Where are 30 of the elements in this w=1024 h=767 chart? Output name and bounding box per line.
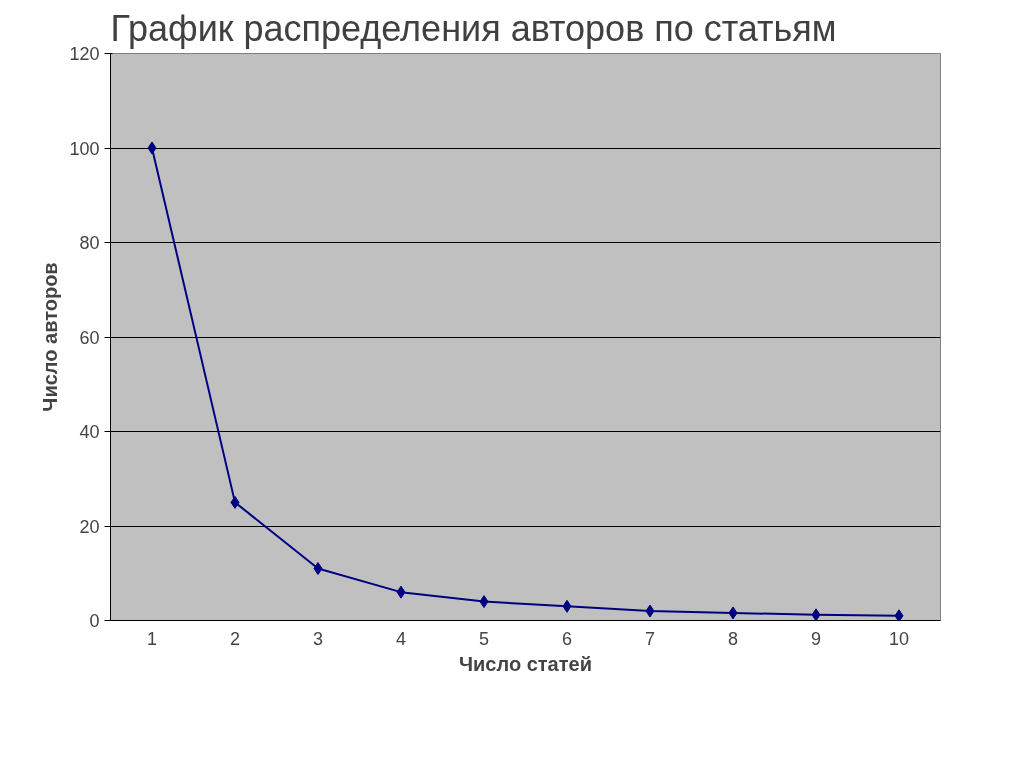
x-tick-label: 9 [810,628,822,649]
x-tick-label: 3 [312,628,324,649]
x-tick-label: 10 [888,628,910,649]
y-axis-title: Число авторов [39,262,62,412]
x-tick-label: 4 [395,628,407,649]
x-tick-label: 2 [229,628,241,649]
point [147,141,157,155]
x-tick-label: 6 [561,628,573,649]
point [894,609,904,621]
point [645,604,655,618]
point [479,595,489,609]
point [562,599,572,613]
x-tick-label: 8 [727,628,739,649]
point [728,606,738,620]
y-tick-label: 60 [79,327,100,348]
point [230,495,240,509]
x-axis-title: Число статей [459,652,592,675]
point [811,608,821,621]
y-tick-label: 0 [89,611,100,631]
chart-title: График распределения авторов по статьям [110,7,837,49]
x-tick-label: 1 [146,628,158,649]
y-tick-label: 100 [69,138,100,159]
point [396,585,406,599]
y-tick-label: 20 [79,516,100,537]
y-tick-label: 40 [79,422,100,442]
y-tick-label: 120 [69,44,100,64]
x-tick-label: 5 [478,628,490,649]
point [313,562,323,576]
x-tick-label: 7 [644,628,656,649]
y-tick-label: 80 [79,233,100,253]
